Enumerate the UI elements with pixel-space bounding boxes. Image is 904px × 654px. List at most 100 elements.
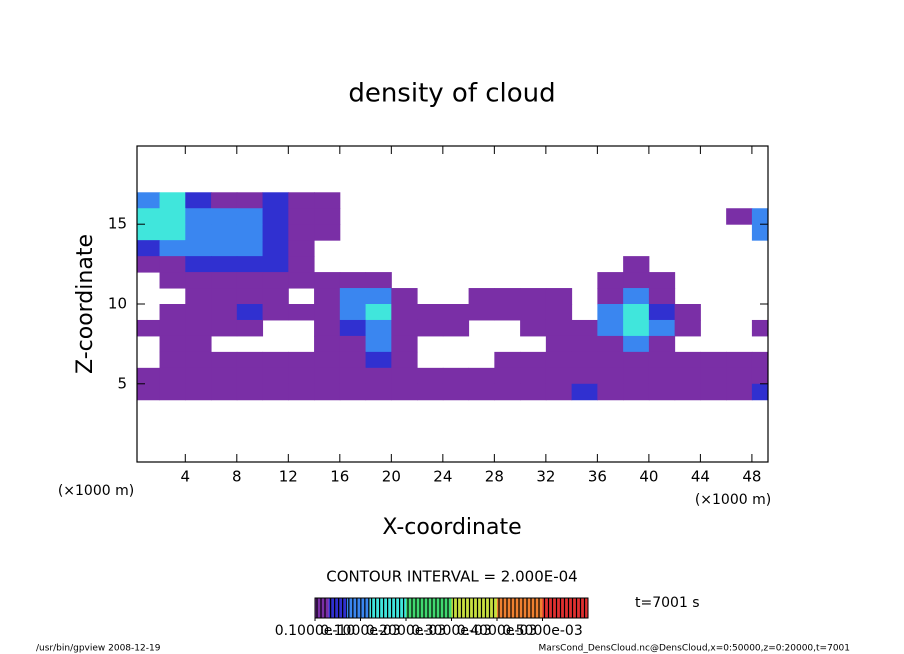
contour-cell	[185, 304, 212, 321]
contour-cell	[700, 383, 727, 401]
contour-cell	[159, 192, 186, 209]
contour-cell	[648, 383, 676, 401]
contour-cell	[494, 304, 521, 321]
contour-cell	[597, 383, 624, 401]
contour-cell	[185, 383, 212, 401]
contour-cell	[137, 383, 161, 401]
contour-cell	[494, 383, 521, 401]
contour-cell	[288, 383, 315, 401]
contour-cell	[726, 367, 753, 385]
x-tick-label: 48	[742, 468, 761, 486]
contour-cell	[137, 224, 161, 241]
contour-cell	[236, 319, 264, 337]
x-axis-label: X-coordinate	[382, 515, 521, 540]
contour-cell	[468, 367, 495, 385]
contour-cell	[751, 208, 768, 225]
contour-cell	[520, 367, 547, 385]
contour-cell	[700, 351, 727, 369]
contour-cell	[365, 319, 392, 337]
contour-field	[137, 192, 768, 401]
contour-cell	[185, 192, 212, 209]
contour-cell	[185, 208, 212, 225]
contour-cell	[159, 240, 186, 257]
footer-left: /usr/bin/gpview 2008-12-19	[36, 644, 161, 654]
colorbar	[315, 598, 588, 618]
contour-cell	[211, 256, 238, 273]
contour-cell	[597, 319, 624, 337]
colorbar-segment	[346, 598, 370, 618]
contour-cell	[137, 240, 161, 257]
contour-cell	[597, 304, 624, 321]
x-tick-label: 40	[639, 468, 658, 486]
contour-cell	[314, 272, 341, 289]
contour-cell	[339, 288, 367, 305]
contour-cell	[211, 192, 238, 209]
contour-cell	[391, 319, 418, 337]
contour-cell	[159, 256, 186, 273]
y-tick-label: 5	[117, 374, 127, 392]
contour-cell	[185, 240, 212, 257]
x-axis-unit: (×1000 m)	[695, 492, 771, 508]
contour-cell	[674, 383, 701, 401]
contour-cell	[314, 335, 341, 353]
contour-cell	[236, 351, 264, 369]
colorbar-tick-label: 0.2000e-03	[366, 623, 446, 639]
contour-cell	[365, 288, 392, 305]
y-tick-label: 10	[108, 295, 127, 313]
contour-cell	[236, 383, 264, 401]
contour-cell	[571, 351, 598, 369]
contour-cell	[288, 240, 315, 257]
contour-cell	[211, 288, 238, 305]
contour-cell	[623, 367, 650, 385]
x-tick-label: 28	[485, 468, 504, 486]
contour-cell	[417, 383, 444, 401]
y-axis-unit: (×1000 m)	[58, 483, 134, 499]
x-tick-label: 44	[691, 468, 710, 486]
contour-cell	[545, 319, 573, 337]
contour-cell	[137, 208, 161, 225]
contour-cell	[137, 192, 161, 209]
contour-cell	[468, 304, 495, 321]
contour-cell	[751, 224, 768, 241]
time-label: t=7001 s	[635, 595, 700, 611]
contour-cell	[159, 304, 186, 321]
contour-cell	[391, 383, 418, 401]
contour-cell	[262, 367, 289, 385]
contour-cell	[236, 240, 264, 257]
contour-cell	[262, 288, 289, 305]
contour-cell	[365, 304, 392, 321]
contour-cell	[211, 367, 238, 385]
contour-cell	[545, 335, 573, 353]
contour-cell	[648, 351, 676, 369]
colorbar-tick-label: 0.1000e-03	[320, 623, 400, 639]
contour-cell	[262, 351, 289, 369]
contour-cell	[391, 288, 418, 305]
contour-cell	[571, 319, 598, 337]
x-tick-label: 24	[433, 468, 452, 486]
contour-cell	[391, 351, 418, 369]
contour-cell	[674, 367, 701, 385]
contour-cell	[137, 256, 161, 273]
contour-cell	[314, 351, 341, 369]
contour-cell	[288, 351, 315, 369]
contour-cell	[545, 351, 573, 369]
contour-cell	[623, 256, 650, 273]
contour-cell	[468, 383, 495, 401]
contour-cell	[442, 319, 470, 337]
x-tick-label: 8	[232, 468, 242, 486]
contour-cell	[159, 335, 186, 353]
contour-cell	[262, 256, 289, 273]
contour-cell	[674, 304, 701, 321]
contour-cell	[185, 351, 212, 369]
contour-cell	[520, 288, 547, 305]
contour-cell	[442, 367, 470, 385]
colorbar-tick-label: 0.3000e-03	[411, 623, 491, 639]
contour-cell	[365, 351, 392, 369]
x-tick-label: 32	[536, 468, 555, 486]
contour-cell	[339, 367, 367, 385]
contour-cell	[571, 367, 598, 385]
contour-cell	[236, 192, 264, 209]
contour-cell	[236, 288, 264, 305]
contour-cell	[236, 367, 264, 385]
contour-cell	[623, 304, 650, 321]
